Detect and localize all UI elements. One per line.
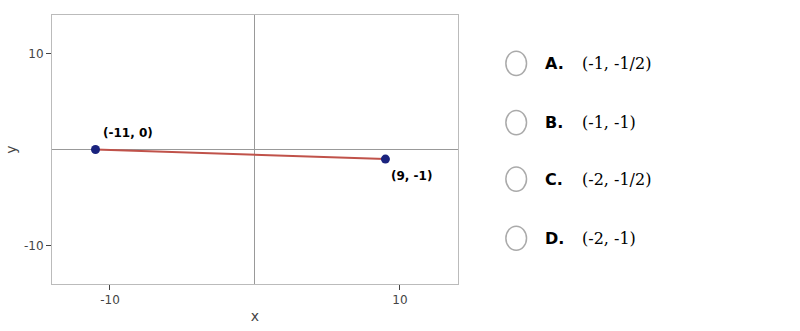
svg-text:x: x (251, 308, 259, 324)
svg-text:(-1, -1/2): (-1, -1/2) (582, 54, 651, 73)
svg-text:(9, -1): (9, -1) (391, 169, 432, 183)
svg-text:-10: -10 (100, 293, 120, 307)
svg-text:D.: D. (545, 229, 564, 248)
svg-text:y: y (3, 145, 19, 153)
svg-text:10: 10 (28, 47, 43, 61)
svg-text:A.: A. (545, 54, 564, 73)
svg-text:B.: B. (545, 113, 563, 132)
svg-text:(-11, 0): (-11, 0) (103, 126, 153, 140)
svg-text:10: 10 (392, 293, 407, 307)
svg-text:(-1, -1): (-1, -1) (582, 113, 636, 132)
svg-text:(-2, -1/2): (-2, -1/2) (582, 170, 651, 189)
svg-text:-10: -10 (24, 239, 44, 253)
svg-text:(-2, -1): (-2, -1) (582, 229, 636, 248)
svg-text:C.: C. (545, 170, 563, 189)
